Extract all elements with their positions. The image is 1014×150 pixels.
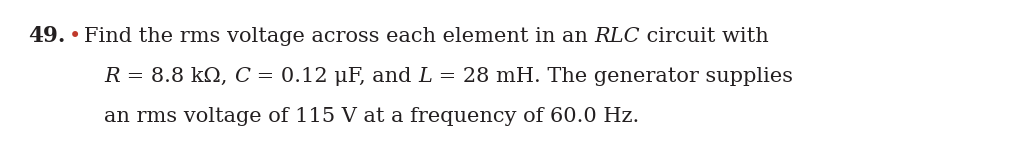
Text: RLC: RLC [594, 27, 640, 46]
Text: = 28 mH. The generator supplies: = 28 mH. The generator supplies [432, 67, 793, 86]
Text: an rms voltage of 115 V at a frequency of 60.0 Hz.: an rms voltage of 115 V at a frequency o… [104, 107, 640, 126]
Text: L: L [418, 67, 432, 86]
Text: = 0.12 μF, and: = 0.12 μF, and [249, 67, 418, 86]
Text: circuit with: circuit with [640, 27, 769, 46]
Text: •: • [69, 27, 81, 46]
Text: C: C [234, 67, 249, 86]
Text: R: R [104, 67, 120, 86]
Text: 49.: 49. [28, 25, 65, 47]
Text: Find the rms voltage across each element in an: Find the rms voltage across each element… [83, 27, 594, 46]
Text: = 8.8 kΩ,: = 8.8 kΩ, [120, 67, 234, 86]
